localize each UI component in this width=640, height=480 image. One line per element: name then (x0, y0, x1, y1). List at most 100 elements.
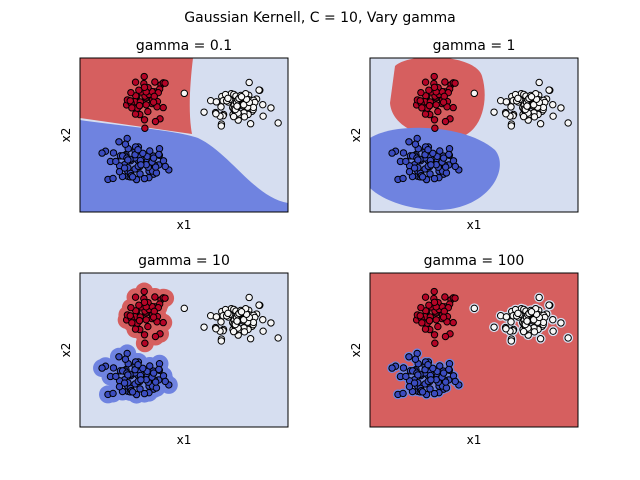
data-point-blue (109, 174, 117, 183)
data-point-blue (134, 361, 142, 369)
data-point-white (514, 94, 522, 103)
data-point-red (431, 339, 439, 347)
data-point-white (274, 119, 282, 127)
data-point-red (434, 322, 442, 331)
data-point-blue (98, 149, 106, 157)
data-point-blue (137, 161, 145, 169)
data-point-red (416, 312, 424, 320)
data-point-red (140, 287, 148, 296)
decision-regions (370, 273, 578, 427)
data-point-white (237, 93, 246, 101)
data-point-blue (115, 138, 123, 146)
data-point-white (527, 308, 536, 316)
points (98, 72, 282, 184)
data-point-blue (146, 362, 154, 370)
points (388, 287, 572, 399)
data-point-white (274, 334, 282, 342)
data-point-blue (411, 355, 420, 363)
data-point-white (527, 93, 536, 101)
subplot-title: gamma = 1 (433, 38, 516, 54)
data-point-blue (134, 146, 142, 154)
data-point-red (127, 303, 135, 312)
data-point-red (161, 294, 169, 302)
data-point-red (140, 116, 149, 124)
data-point-blue (388, 364, 396, 372)
data-point-red (144, 322, 152, 331)
data-point-white (246, 335, 255, 343)
data-point-blue (139, 364, 147, 372)
data-point-white (240, 328, 249, 336)
data-point-white (535, 293, 543, 302)
data-point-blue (424, 361, 432, 369)
data-point-red (441, 117, 450, 126)
data-point-white (229, 327, 238, 336)
data-point-red (449, 103, 457, 112)
data-point-red (449, 318, 457, 327)
data-point-blue (136, 170, 144, 178)
data-point-red (432, 101, 440, 109)
data-point-white (536, 335, 545, 343)
data-point-red (141, 339, 149, 347)
data-point-red (151, 117, 160, 126)
region-light (80, 273, 288, 427)
data-point-blue (121, 140, 130, 148)
data-point-blue (115, 353, 123, 361)
data-point-blue (445, 150, 453, 159)
data-point-red (149, 98, 158, 106)
data-point-white (523, 317, 531, 325)
data-point-white (502, 98, 511, 106)
data-point-red (135, 301, 143, 309)
data-point-red (421, 293, 430, 301)
data-point-white (530, 113, 539, 121)
data-point-red (135, 86, 143, 94)
data-point-blue (429, 364, 437, 372)
data-point-white (507, 337, 516, 345)
data-point-blue (441, 163, 450, 171)
data-point-red (417, 88, 425, 97)
data-point-white (259, 315, 267, 324)
x-axis-label: x1 (467, 218, 482, 232)
data-point-white (536, 120, 545, 128)
data-point-white (557, 319, 565, 327)
data-point-red (451, 294, 459, 302)
data-point-blue (128, 173, 137, 181)
data-point-white (217, 337, 226, 345)
data-point-red (161, 79, 169, 87)
data-point-white (490, 323, 498, 331)
data-point-white (507, 122, 516, 130)
x-axis-label: x1 (177, 433, 192, 447)
data-point-red (131, 293, 140, 301)
data-point-red (441, 78, 449, 86)
data-point-red (430, 116, 439, 124)
data-point-red (126, 97, 134, 105)
data-point-blue (161, 162, 169, 171)
data-point-blue (124, 156, 132, 164)
data-point-red (440, 307, 448, 316)
subplot-gamma-0-1: gamma = 0.1 x1 x2 (59, 38, 289, 232)
data-point-blue (427, 376, 435, 384)
axes-frame (369, 57, 579, 213)
x-axis-label: x1 (467, 433, 482, 447)
data-point-blue (399, 364, 408, 372)
data-point-blue (445, 365, 453, 374)
data-point-blue (439, 369, 448, 377)
data-point-blue (439, 154, 448, 162)
data-point-red (451, 79, 459, 87)
data-point-white (267, 319, 275, 327)
data-point-blue (155, 365, 163, 374)
data-point-white (180, 304, 188, 313)
data-point-blue (436, 362, 444, 370)
data-point-red (430, 72, 438, 81)
data-point-red (140, 83, 149, 92)
data-point-blue (399, 149, 408, 157)
data-point-blue (402, 372, 410, 381)
data-point-blue (115, 167, 124, 176)
data-point-blue (427, 161, 435, 169)
y-axis-label: x2 (349, 343, 363, 358)
data-point-white (212, 325, 220, 333)
data-point-white (212, 110, 220, 118)
data-point-white (535, 78, 543, 87)
data-point-blue (430, 389, 439, 398)
data-point-blue (149, 369, 158, 377)
data-point-white (259, 100, 267, 109)
